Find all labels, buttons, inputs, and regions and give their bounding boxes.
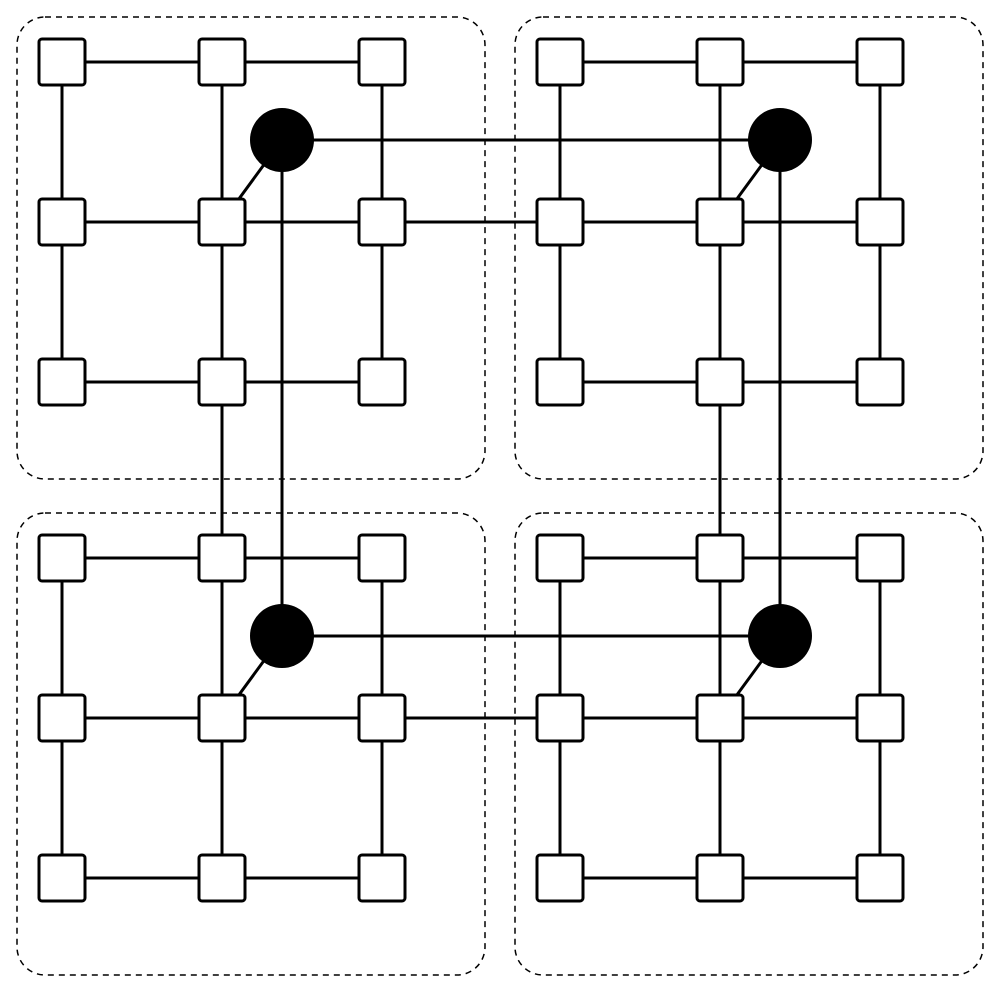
square-node xyxy=(199,855,245,901)
square-node xyxy=(537,199,583,245)
square-node xyxy=(537,39,583,85)
square-node xyxy=(359,199,405,245)
square-node xyxy=(697,535,743,581)
square-node xyxy=(697,695,743,741)
black-node xyxy=(250,604,314,668)
square-node xyxy=(857,359,903,405)
square-node xyxy=(537,535,583,581)
square-node xyxy=(39,199,85,245)
square-node xyxy=(857,535,903,581)
square-node xyxy=(697,855,743,901)
group-outline xyxy=(17,17,485,479)
square-node xyxy=(359,359,405,405)
black-node xyxy=(250,108,314,172)
black-node xyxy=(748,604,812,668)
square-node xyxy=(537,695,583,741)
square-node xyxy=(39,695,85,741)
square-node xyxy=(697,39,743,85)
square-node xyxy=(359,695,405,741)
square-node xyxy=(857,199,903,245)
group-outline xyxy=(515,513,983,975)
square-node xyxy=(697,199,743,245)
square-node xyxy=(39,359,85,405)
square-node xyxy=(537,855,583,901)
group-outline xyxy=(515,17,983,479)
square-node xyxy=(199,359,245,405)
square-node xyxy=(39,855,85,901)
square-node xyxy=(359,39,405,85)
square-node xyxy=(537,359,583,405)
square-node xyxy=(39,535,85,581)
black-node xyxy=(748,108,812,172)
square-node xyxy=(697,359,743,405)
square-node xyxy=(199,535,245,581)
square-node xyxy=(857,855,903,901)
square-node xyxy=(199,39,245,85)
square-node xyxy=(359,855,405,901)
square-node xyxy=(857,39,903,85)
network-diagram xyxy=(0,0,1000,992)
group-outline xyxy=(17,513,485,975)
square-node xyxy=(199,695,245,741)
square-node xyxy=(39,39,85,85)
square-node xyxy=(359,535,405,581)
group-outlines xyxy=(17,17,983,975)
edges xyxy=(62,62,880,878)
square-node xyxy=(199,199,245,245)
square-node xyxy=(857,695,903,741)
